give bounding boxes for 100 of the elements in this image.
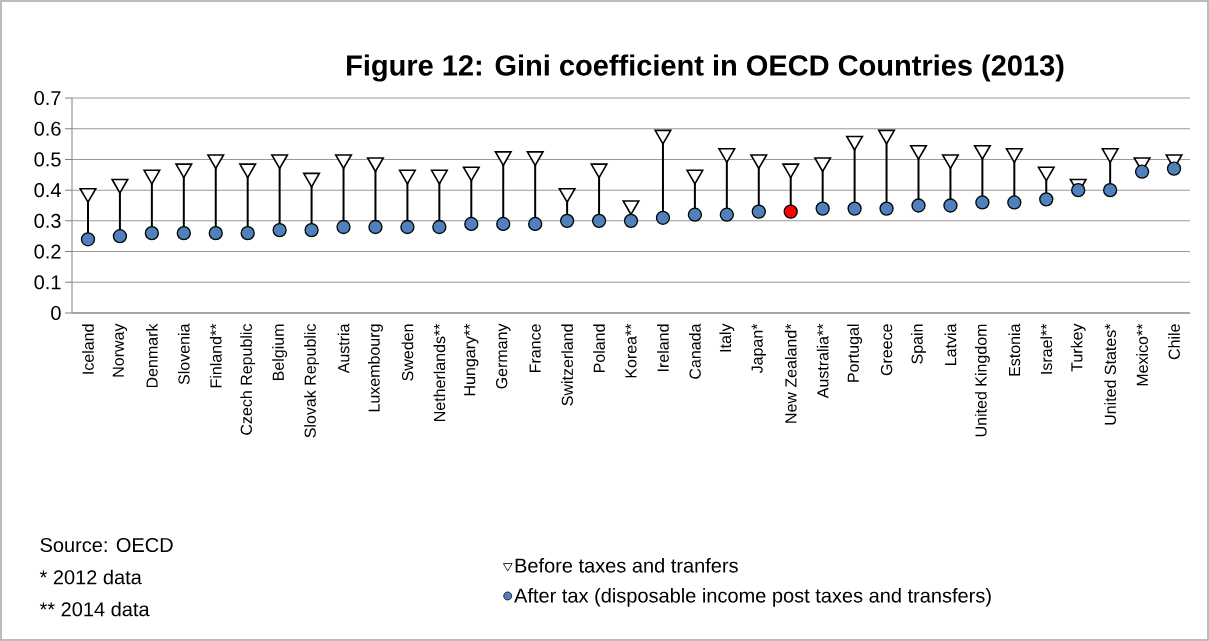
x-tick-label: Japan* — [751, 323, 766, 374]
point — [847, 201, 862, 216]
point — [207, 154, 225, 170]
x-tick-label: Austria — [337, 323, 350, 374]
point — [112, 229, 128, 244]
x-tick-label: Norway — [112, 323, 128, 377]
point — [686, 169, 704, 185]
x-tick-label: Luxembourg — [368, 324, 383, 412]
point — [815, 201, 830, 216]
y-tick-label: 0 — [51, 305, 61, 321]
point — [814, 157, 832, 173]
x-tick-label: Estonia — [1008, 323, 1021, 376]
y-tick-label: 0.7 — [34, 90, 61, 106]
point — [1101, 147, 1119, 164]
point — [240, 226, 255, 241]
x-tick-label: Germany — [496, 323, 511, 389]
x-tick-label: Poland — [593, 324, 605, 373]
point — [398, 169, 416, 185]
x-tick-label: Mexico** — [1136, 323, 1148, 386]
point — [591, 213, 607, 229]
point — [654, 129, 672, 145]
legend-label: Before taxes and tranfers — [515, 557, 738, 573]
x-tick-label: United Kingdom — [974, 324, 990, 437]
y-tick-label: 0.2 — [34, 244, 61, 259]
x-tick-label: New Zealand* — [784, 323, 797, 423]
point — [655, 210, 671, 225]
x-tick-label: Netherlands** — [433, 323, 446, 421]
x-tick-label: Switzerland — [561, 324, 573, 406]
point — [526, 151, 544, 167]
point — [432, 219, 447, 235]
point — [368, 219, 383, 235]
y-tick-label: 0.1 — [34, 275, 61, 290]
source-note: Source: OECD — [40, 537, 173, 553]
point — [1103, 183, 1118, 198]
x-tick-label: Portugal — [847, 324, 863, 382]
point — [175, 163, 193, 179]
point — [271, 154, 289, 170]
y-tick-label: 0.3 — [34, 213, 61, 228]
x-tick-label: Ireland — [657, 324, 669, 371]
point — [975, 195, 990, 210]
point — [877, 129, 896, 145]
x-tick-label: Korea** — [625, 323, 637, 378]
point — [464, 216, 479, 232]
text: ** 2014 data — [39, 601, 150, 617]
point — [719, 207, 734, 222]
point — [687, 207, 703, 222]
x-tick-label: Italy — [719, 323, 735, 352]
point — [494, 151, 512, 167]
point — [846, 135, 864, 151]
x-tick-label: Turkey — [1070, 323, 1086, 372]
point — [1071, 183, 1086, 198]
x-tick-label: Slovenia — [177, 323, 190, 385]
point — [336, 219, 351, 235]
x-tick-label: United States* — [1104, 323, 1117, 425]
point — [304, 222, 319, 238]
x-tick-label: Iceland — [82, 324, 94, 374]
x-tick-label: Canada — [689, 323, 701, 379]
point — [911, 198, 926, 213]
x-tick-label: Spain — [911, 324, 926, 364]
x-tick-label: Finland** — [209, 323, 222, 388]
x-tick-label: Czech Republic — [240, 324, 256, 435]
y-tick-label: 0.5 — [34, 152, 61, 167]
x-tick-label: France — [529, 324, 541, 373]
point — [1037, 166, 1055, 182]
point — [751, 204, 766, 219]
point — [111, 178, 129, 194]
y-tick-label: 0.4 — [34, 183, 61, 198]
point — [782, 163, 800, 179]
point — [79, 187, 97, 204]
point — [366, 157, 385, 173]
legend-label: After tax (disposable income post taxes and transfers) — [514, 587, 991, 607]
x-tick-label: Sweden — [401, 324, 414, 381]
point — [718, 147, 736, 164]
point — [879, 201, 894, 216]
point — [528, 216, 543, 232]
x-tick-label: Latvia — [944, 323, 957, 365]
point — [559, 213, 575, 229]
point — [623, 213, 639, 229]
point — [941, 154, 960, 170]
x-tick-label: Israel** — [1040, 323, 1053, 374]
point — [943, 198, 958, 213]
point — [783, 204, 798, 219]
point — [334, 154, 353, 170]
x-tick-label: Australia** — [816, 323, 829, 399]
point — [1007, 195, 1022, 210]
point — [622, 200, 640, 216]
point — [558, 187, 576, 204]
point — [430, 169, 448, 185]
point — [1039, 192, 1054, 207]
text: * 2012 data — [39, 569, 142, 585]
x-tick-label: Greece — [880, 324, 893, 376]
point — [590, 163, 608, 179]
x-tick-label: Belgium — [272, 324, 288, 381]
x-tick-label: Slovak Republic — [304, 324, 320, 438]
point — [462, 166, 480, 182]
point — [272, 222, 287, 238]
point — [750, 154, 768, 170]
point — [144, 226, 160, 241]
x-tick-label: Chile — [1168, 324, 1180, 360]
point — [400, 219, 415, 235]
